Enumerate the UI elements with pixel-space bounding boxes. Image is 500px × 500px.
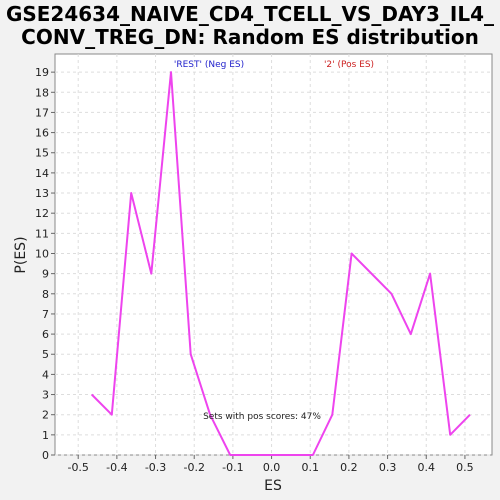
y-tick-label: 17	[35, 106, 49, 119]
y-tick-label: 9	[42, 268, 49, 281]
x-tick-label: 0.3	[379, 461, 397, 474]
series-layer	[90, 71, 471, 456]
x-tick-label: 0.1	[301, 461, 319, 474]
y-tick-label: 6	[42, 328, 49, 341]
legend-neg-es: 'REST' (Neg ES)	[174, 60, 244, 70]
chart-title-line-2: CONV_TREG_DN: Random ES distribution	[21, 25, 479, 49]
x-tick-label: 0.5	[456, 461, 474, 474]
y-tick-label: 14	[35, 167, 49, 180]
x-tick-label: -0.4	[106, 461, 127, 474]
y-tick-label: 4	[42, 368, 49, 381]
y-tick-label: 19	[35, 66, 49, 79]
y-tick-label: 15	[35, 147, 49, 160]
y-tick-label: 18	[35, 86, 49, 99]
y-tick-label: 12	[35, 207, 49, 220]
x-tick-label: 0.2	[340, 461, 358, 474]
chart-title-line-1: GSE24634_NAIVE_CD4_TCELL_VS_DAY3_IL4_	[6, 2, 494, 26]
y-tick-label: 5	[42, 348, 49, 361]
y-tick-label: 1	[42, 429, 49, 442]
x-tick-label: -0.2	[183, 461, 204, 474]
y-tick-label: 8	[42, 288, 49, 301]
y-tick-label: 3	[42, 389, 49, 402]
y-tick-label: 13	[35, 187, 49, 200]
y-axis-label: P(ES)	[13, 236, 29, 273]
x-tick-label: 0.4	[418, 461, 436, 474]
y-tick-label: 7	[42, 308, 49, 321]
x-tick-label: -0.1	[222, 461, 243, 474]
pos-scores-annotation: Sets with pos scores: 47%	[203, 412, 321, 422]
grid-lines	[55, 54, 492, 456]
x-tick-label: -0.5	[67, 461, 88, 474]
plot-area	[54, 53, 493, 456]
y-tick-label: 16	[35, 127, 49, 140]
y-tick-label: 11	[35, 227, 49, 240]
series-line-0	[90, 71, 471, 456]
x-tick-label: -0.3	[145, 461, 166, 474]
x-axis-label: ES	[264, 478, 282, 494]
x-tick-label: 0.0	[263, 461, 281, 474]
legend-pos-es: '2' (Pos ES)	[324, 60, 374, 70]
y-tick-label: 0	[42, 449, 49, 462]
y-tick-label: 2	[42, 409, 49, 422]
y-tick-label: 10	[35, 247, 49, 260]
